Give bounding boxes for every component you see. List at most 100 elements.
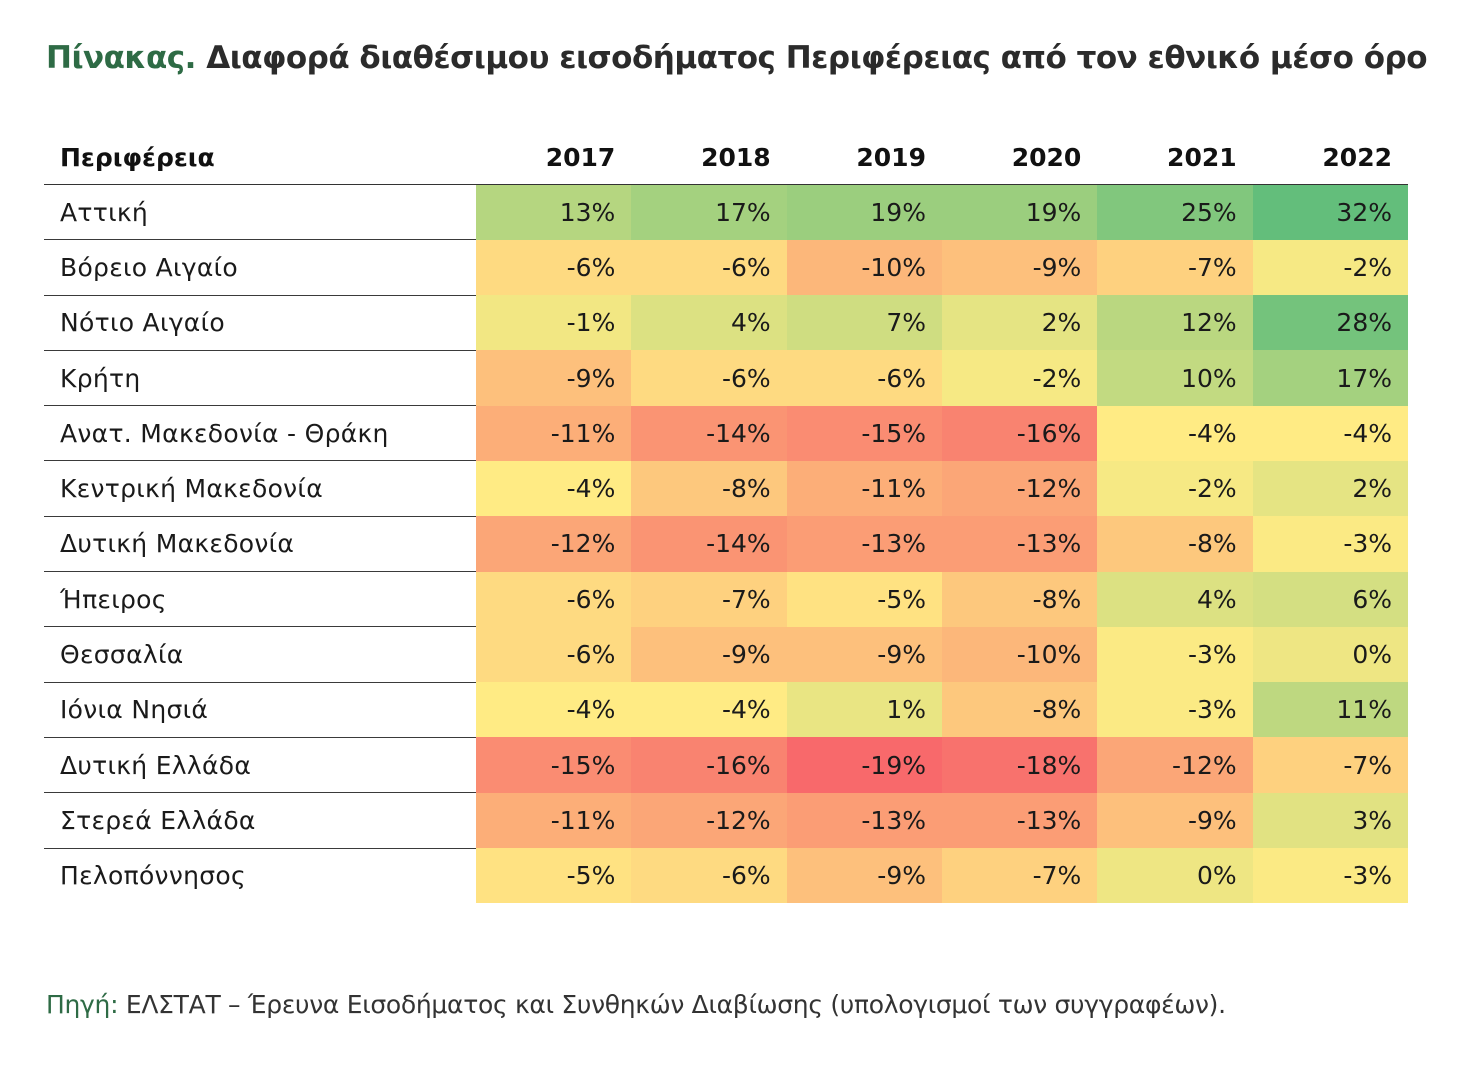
heatmap-cell: -15% xyxy=(786,405,942,461)
heatmap-cell: -11% xyxy=(786,460,942,517)
heatmap-cell: -9% xyxy=(786,848,942,903)
heatmap-cell: -6% xyxy=(631,848,787,903)
year-column-header: 2020 xyxy=(941,130,1098,185)
heatmap-cell: -19% xyxy=(786,737,942,793)
heatmap-cell: -7% xyxy=(941,848,1098,903)
heatmap-cell: -3% xyxy=(1097,626,1253,683)
heatmap-cell: -3% xyxy=(1252,848,1408,903)
table-row: Δυτική Μακεδονία -12% -14% -13% -13% -8% -3% xyxy=(44,516,1408,573)
heatmap-cell: 25% xyxy=(1097,184,1253,240)
heatmap-cell: -9% xyxy=(476,350,632,406)
region-name: Ανατ. Μακεδονία - Θράκη xyxy=(44,405,476,462)
heatmap-cell: -4% xyxy=(1252,405,1408,461)
heatmap-cell: -12% xyxy=(941,460,1098,517)
heatmap-cell: -3% xyxy=(1252,516,1408,572)
table-row: Δυτική Ελλάδα -15% -16% -19% -18% -12% -7% xyxy=(44,737,1408,794)
year-column-header: 2017 xyxy=(476,130,632,185)
heatmap-cell: 10% xyxy=(1097,350,1253,406)
heatmap-cell: 4% xyxy=(631,295,787,351)
heatmap-cell: -10% xyxy=(941,626,1098,683)
heatmap-cell: -11% xyxy=(476,792,632,849)
heatmap-cell: -7% xyxy=(1097,239,1253,296)
heatmap-cell: 3% xyxy=(1252,792,1408,849)
heatmap-cell: 32% xyxy=(1252,184,1408,240)
heatmap-cell: -12% xyxy=(631,792,787,849)
heatmap-cell: 11% xyxy=(1252,682,1408,738)
table-body: Αττική 13% 17% 19% 19% 25% 32% Βόρειο Αιγαίο -6%… xyxy=(44,184,1408,903)
header-row: Περιφέρεια 2017 2018 2019 2020 2021 2022 xyxy=(44,130,1408,185)
heatmap-cell: 2% xyxy=(941,295,1098,351)
heatmap-cell: -4% xyxy=(631,682,787,738)
region-column-header: Περιφέρεια xyxy=(44,130,476,185)
heatmap-cell: 0% xyxy=(1097,848,1253,903)
heatmap-cell: -4% xyxy=(476,682,632,738)
table-row: Αττική 13% 17% 19% 19% 25% 32% xyxy=(44,184,1408,241)
heatmap-cell: -6% xyxy=(476,626,632,683)
heatmap-cell: -2% xyxy=(1097,460,1253,517)
heatmap-cell: -6% xyxy=(631,239,787,296)
region-name: Ήπειρος xyxy=(44,571,476,628)
heatmap-cell: 0% xyxy=(1252,626,1408,683)
title-prefix: Πίνακας. xyxy=(46,40,196,76)
heatmap-cell: 17% xyxy=(1252,350,1408,406)
heatmap-cell: -14% xyxy=(631,516,787,572)
table-row: Θεσσαλία -6% -9% -9% -10% -3% 0% xyxy=(44,626,1408,683)
heatmap-cell: -10% xyxy=(786,239,942,296)
source-note: Πηγή: ΕΛΣΤΑΤ – Έρευνα Εισοδήματος και Συ… xyxy=(46,990,1226,1019)
heatmap-cell: -18% xyxy=(941,737,1098,793)
heatmap-cell: 17% xyxy=(631,184,787,240)
region-name: Νότιο Αιγαίο xyxy=(44,295,476,351)
table-row: Νότιο Αιγαίο -1% 4% 7% 2% 12% 28% xyxy=(44,295,1408,351)
heatmap-cell: -5% xyxy=(476,848,632,903)
heatmap-table: Περιφέρεια 2017 2018 2019 2020 2021 2022 Αττι… xyxy=(44,130,1408,903)
heatmap-cell: -9% xyxy=(786,626,942,683)
region-name: Αττική xyxy=(44,184,476,241)
heatmap-cell: 13% xyxy=(476,184,632,240)
heatmap-cell: -2% xyxy=(941,350,1098,406)
table-row: Βόρειο Αιγαίο -6% -6% -10% -9% -7% -2% xyxy=(44,239,1408,296)
region-name: Κεντρική Μακεδονία xyxy=(44,460,476,517)
heatmap-cell: -1% xyxy=(476,295,632,351)
heatmap-cell: -12% xyxy=(1097,737,1253,793)
year-column-header: 2018 xyxy=(631,130,787,185)
table-title: Πίνακας. Διαφορά διαθέσιμου εισοδήματος … xyxy=(46,40,1428,76)
heatmap-cell: -11% xyxy=(476,405,632,461)
heatmap-cell: -15% xyxy=(476,737,632,793)
table-row: Κεντρική Μακεδονία -4% -8% -11% -12% -2% 2% xyxy=(44,460,1408,517)
heatmap-cell: -16% xyxy=(631,737,787,793)
year-column-header: 2021 xyxy=(1097,130,1253,185)
heatmap-cell: 2% xyxy=(1252,460,1408,517)
table-row: Κρήτη -9% -6% -6% -2% 10% 17% xyxy=(44,350,1408,407)
heatmap-cell: -9% xyxy=(1097,792,1253,849)
heatmap-cell: -7% xyxy=(631,571,787,627)
table-row: Στερεά Ελλάδα -11% -12% -13% -13% -9% 3% xyxy=(44,792,1408,849)
heatmap-cell: 19% xyxy=(941,184,1098,240)
heatmap-cell: -6% xyxy=(786,350,942,406)
heatmap-cell: -16% xyxy=(941,405,1098,461)
heatmap-cell: -8% xyxy=(631,460,787,517)
heatmap-cell: -12% xyxy=(476,516,632,572)
heatmap-cell: -13% xyxy=(941,516,1098,572)
heatmap-cell: -6% xyxy=(476,239,632,296)
region-name: Ιόνια Νησιά xyxy=(44,682,476,738)
heatmap-cell: -13% xyxy=(941,792,1098,849)
heatmap-cell: -7% xyxy=(1252,737,1408,793)
heatmap-cell: 28% xyxy=(1252,295,1408,351)
source-prefix: Πηγή: xyxy=(46,990,119,1019)
heatmap-cell: -8% xyxy=(941,571,1098,627)
table-row: Πελοπόννησος -5% -6% -9% -7% 0% -3% xyxy=(44,848,1408,903)
heatmap-cell: -8% xyxy=(941,682,1098,738)
heatmap-cell: 1% xyxy=(786,682,942,738)
heatmap-cell: -6% xyxy=(476,571,632,627)
heatmap-cell: -3% xyxy=(1097,682,1253,738)
year-column-header: 2019 xyxy=(786,130,942,185)
table-row: Ιόνια Νησιά -4% -4% 1% -8% -3% 11% xyxy=(44,682,1408,738)
region-name: Βόρειο Αιγαίο xyxy=(44,239,476,296)
heatmap-cell: -4% xyxy=(476,460,632,517)
source-text: ΕΛΣΤΑΤ – Έρευνα Εισοδήματος και Συνθηκών… xyxy=(125,990,1226,1019)
heatmap-cell: -13% xyxy=(786,516,942,572)
year-column-header: 2022 xyxy=(1252,130,1408,185)
region-name: Δυτική Ελλάδα xyxy=(44,737,476,794)
heatmap-cell: -4% xyxy=(1097,405,1253,461)
heatmap-cell: -13% xyxy=(786,792,942,849)
